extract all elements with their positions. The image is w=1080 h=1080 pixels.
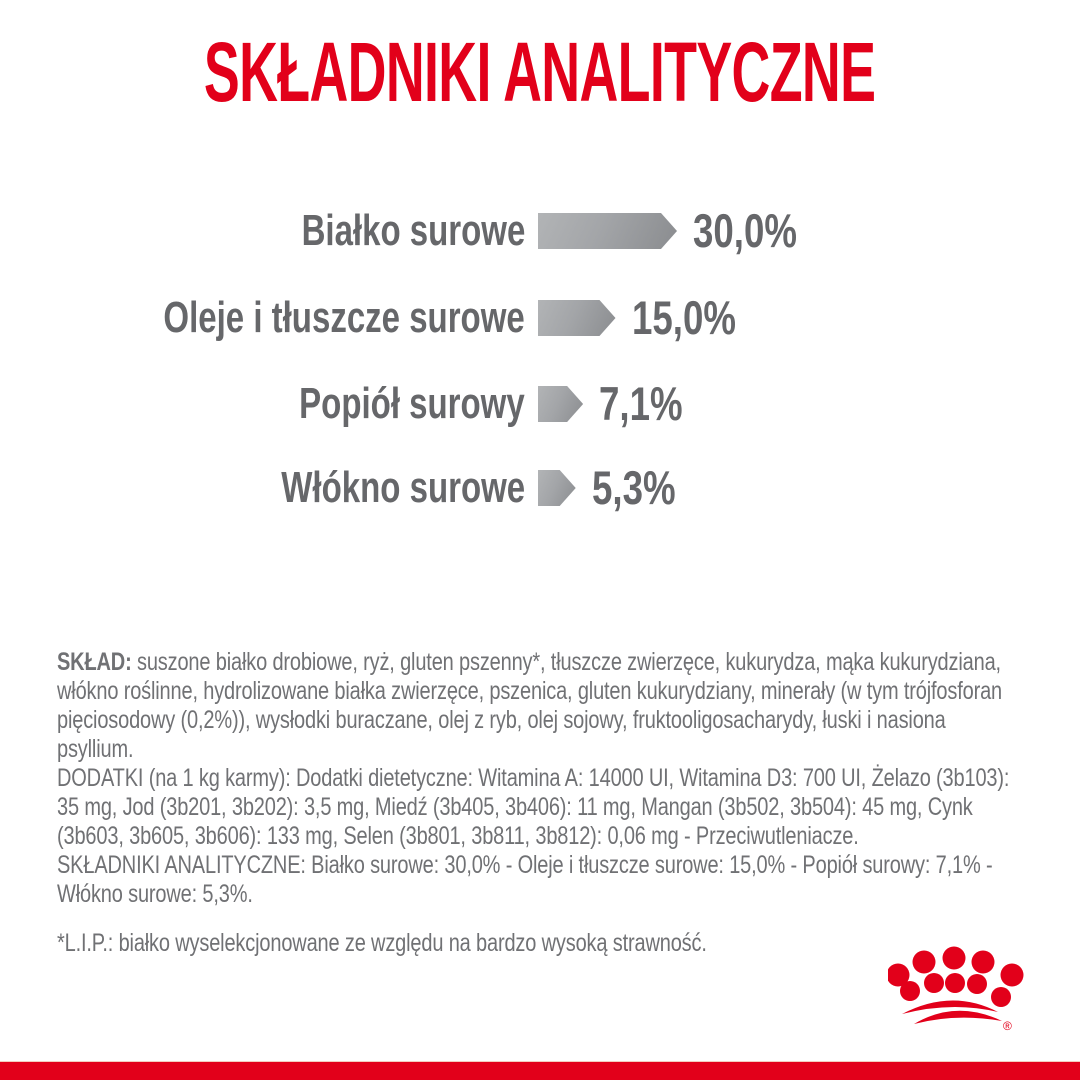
bar-category-label: Popiół surowy xyxy=(299,379,525,428)
bar-arrow xyxy=(538,300,616,336)
bar-arrow xyxy=(538,213,677,249)
additives-paragraph: DODATKI (na 1 kg karmy): Dodatki dietety… xyxy=(57,764,1010,850)
registered-trademark-icon: ® xyxy=(1003,1019,1012,1033)
bar-row: Białko surowe 30,0% xyxy=(0,204,1080,257)
bar-category-label: Oleje i tłuszcze surowe xyxy=(163,293,525,342)
bar-value: 7,1% xyxy=(599,377,683,430)
bar-row: Oleje i tłuszcze surowe 15,0% xyxy=(0,291,1080,344)
page-title: SKŁADNIKI ANALITYCZNE xyxy=(0,30,1080,114)
crown-dots-outer xyxy=(888,946,1024,987)
crown-swooshes xyxy=(902,1000,1002,1024)
bar-category-label: Białko surowe xyxy=(301,206,525,255)
page-title-text: SKŁADNIKI ANALITYCZNE xyxy=(204,25,876,119)
lip-footnote: *L.I.P.: białko wyselekcjonowane ze wzgl… xyxy=(57,929,707,957)
bar-arrow xyxy=(538,470,576,506)
composition-text: suszone białko drobiowe, ryż, gluten psz… xyxy=(57,648,1002,763)
bar-arrow xyxy=(538,386,583,422)
composition-label: SKŁAD: xyxy=(57,648,132,676)
bar-row: Włókno surowe 5,3% xyxy=(0,461,1080,514)
bar-category-label: Włókno surowe xyxy=(281,463,525,512)
composition-paragraph: SKŁAD: suszone białko drobiowe, ryż, glu… xyxy=(57,648,1024,764)
bar-value: 15,0% xyxy=(631,291,736,344)
footer-red-bar xyxy=(0,1061,1080,1080)
ingredients-text-block: SKŁAD: suszone białko drobiowe, ryż, glu… xyxy=(57,648,1024,958)
bar-value: 5,3% xyxy=(591,461,676,514)
crown-dots-inner xyxy=(900,973,1011,1007)
bar-value: 30,0% xyxy=(693,204,797,257)
bar-row: Popiół surowy 7,1% xyxy=(0,377,1080,430)
analytical-summary-paragraph: SKŁADNIKI ANALITYCZNE: Białko surowe: 30… xyxy=(57,851,993,908)
royal-canin-crown-logo: ® xyxy=(888,946,1024,1033)
analytical-components-chart: Białko surowe 30,0% Oleje i tłuszcze surow… xyxy=(0,204,1080,514)
